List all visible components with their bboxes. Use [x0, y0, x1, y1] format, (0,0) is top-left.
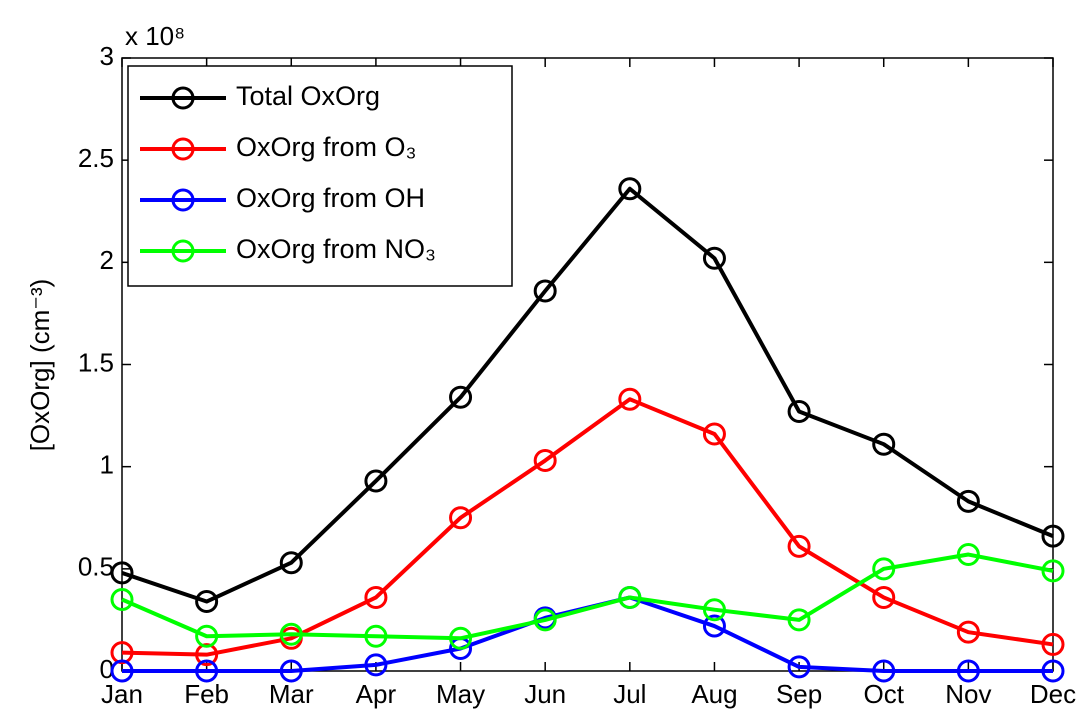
x-tick-label: Oct [864, 679, 905, 709]
marker [1041, 659, 1065, 683]
marker [872, 659, 896, 683]
legend-marker [171, 137, 195, 161]
y-tick-label: 2 [100, 245, 114, 275]
marker [110, 641, 134, 665]
marker [364, 585, 388, 609]
y-tick-label: 1.5 [78, 347, 114, 377]
y-axis-label: [OxOrg] (cm⁻³) [25, 279, 55, 452]
marker [787, 608, 811, 632]
y-tick-label: 2.5 [78, 143, 114, 173]
marker [364, 624, 388, 648]
marker [702, 614, 726, 638]
marker [956, 659, 980, 683]
x-tick-label: Sep [776, 679, 822, 709]
marker [449, 385, 473, 409]
x-tick-label: Dec [1030, 679, 1076, 709]
x-tick-label: Apr [356, 679, 397, 709]
marker [279, 622, 303, 646]
marker [1041, 559, 1065, 583]
marker [618, 585, 642, 609]
marker [449, 626, 473, 650]
marker [110, 561, 134, 585]
legend-label: OxOrg from O₃ [236, 132, 417, 162]
x-tick-label: Nov [945, 679, 991, 709]
marker [533, 608, 557, 632]
marker [956, 543, 980, 567]
marker [110, 587, 134, 611]
marker [956, 620, 980, 644]
marker [533, 279, 557, 303]
marker [618, 177, 642, 201]
marker [449, 506, 473, 530]
marker [787, 534, 811, 558]
marker [195, 624, 219, 648]
legend-marker [171, 188, 195, 212]
marker [702, 598, 726, 622]
marker [195, 590, 219, 614]
marker [1041, 632, 1065, 656]
series-line [121, 397, 1054, 657]
y-tick-label: 0.5 [78, 552, 114, 582]
marker [956, 489, 980, 513]
series-line [121, 186, 1054, 604]
marker [787, 655, 811, 679]
marker [110, 659, 134, 683]
legend-label: OxOrg from OH [236, 183, 425, 213]
marker [872, 585, 896, 609]
x-tick-label: Jan [101, 679, 143, 709]
x-tick-label: Mar [269, 679, 314, 709]
marker [195, 659, 219, 683]
marker [279, 551, 303, 575]
y-tick-label: 0 [100, 654, 114, 684]
marker [872, 557, 896, 581]
y-multiplier: x 10⁸ [125, 21, 185, 51]
marker [702, 422, 726, 446]
series-line [121, 552, 1054, 641]
x-tick-label: Feb [184, 679, 229, 709]
x-tick-label: Jun [524, 679, 566, 709]
marker [702, 246, 726, 270]
x-tick-label: Aug [691, 679, 737, 709]
x-tick-label: May [436, 679, 485, 709]
marker [195, 643, 219, 667]
y-tick-label: 1 [100, 450, 114, 480]
marker [364, 653, 388, 677]
x-tick-label: Jul [613, 679, 646, 709]
legend-label: Total OxOrg [236, 81, 380, 111]
marker [1041, 524, 1065, 548]
legend-marker [171, 239, 195, 263]
marker [533, 449, 557, 473]
legend-label: OxOrg from NO₃ [236, 234, 436, 264]
marker [787, 399, 811, 423]
legend-marker [171, 86, 195, 110]
marker [618, 387, 642, 411]
marker [872, 432, 896, 456]
y-tick-label: 3 [100, 41, 114, 71]
marker [364, 469, 388, 493]
marker [279, 659, 303, 683]
